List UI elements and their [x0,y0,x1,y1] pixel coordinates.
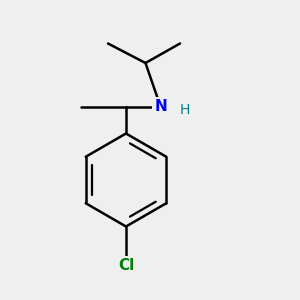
Text: Cl: Cl [118,258,134,273]
Text: H: H [179,103,190,117]
Text: N: N [154,99,167,114]
